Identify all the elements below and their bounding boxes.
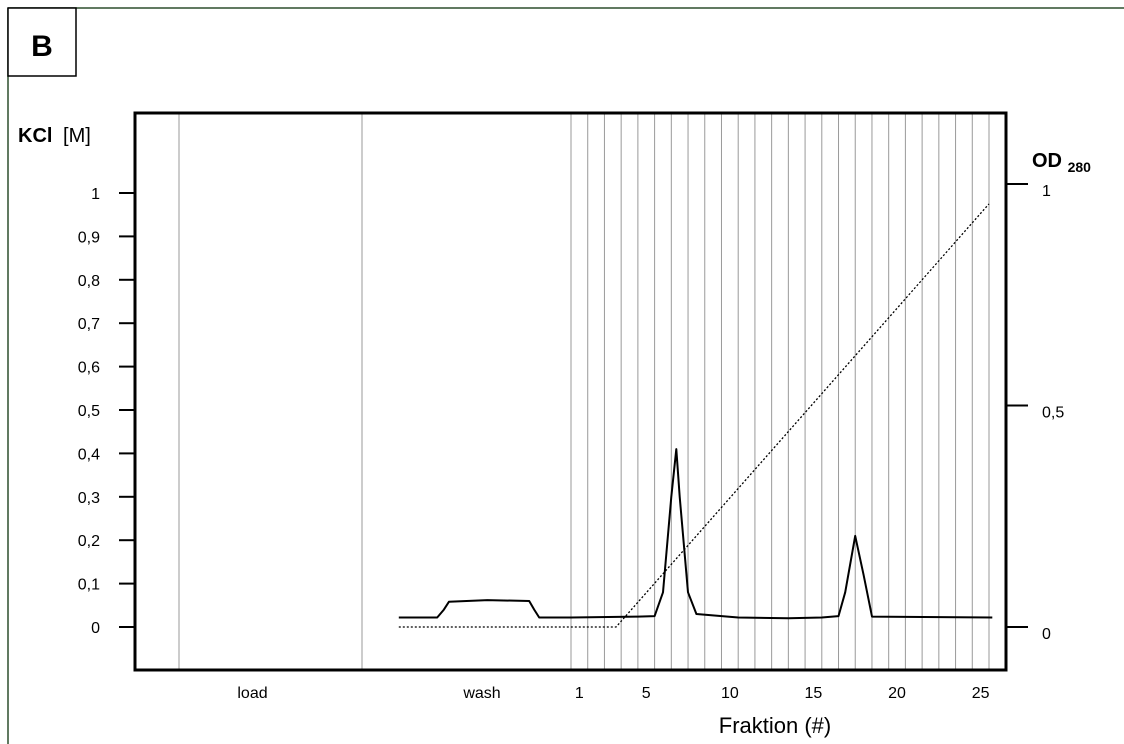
right-axis: 00,51 xyxy=(1006,183,1064,643)
panel-label: B xyxy=(31,30,53,63)
x-axis-label: Fraktion (#) xyxy=(719,713,831,738)
left-axis-label: KCl [M] xyxy=(18,125,91,147)
kcl-gradient-line xyxy=(398,203,990,628)
panel-label-box xyxy=(7,7,77,77)
fraction-grid xyxy=(178,113,990,670)
x-segment-label: load xyxy=(237,685,267,702)
left-axis-label-name: KCl xyxy=(18,125,52,147)
left-tick-label: 0,4 xyxy=(78,446,100,463)
x-tick-label: 25 xyxy=(972,685,990,702)
right-axis-label-main: OD xyxy=(1032,150,1062,172)
right-axis-label-sub: 280 xyxy=(1068,159,1092,175)
left-tick-label: 0,6 xyxy=(78,360,100,377)
right-tick-label: 0 xyxy=(1042,626,1051,643)
left-tick-label: 0,8 xyxy=(78,273,100,290)
series-group xyxy=(398,203,993,628)
left-axis-label-unit: [M] xyxy=(63,125,91,147)
od280-trace-line xyxy=(398,448,993,620)
left-axis: 0 0,1 0,2 0,3 0,4 0,5 0,6 0,7 0,8 0,9 1 xyxy=(78,186,135,637)
left-tick-label: 0,2 xyxy=(78,533,100,550)
left-tick-label: 0,7 xyxy=(78,316,100,333)
right-tick-label: 0,5 xyxy=(1042,405,1064,422)
x-segment-label: wash xyxy=(462,685,500,702)
x-tick-label: 15 xyxy=(805,685,823,702)
right-tick-label: 1 xyxy=(1042,183,1051,200)
x-tick-label: 1 xyxy=(575,685,584,702)
x-tick-label: 10 xyxy=(721,685,739,702)
left-tick-label: 0,3 xyxy=(78,490,100,507)
left-tick-label: 0,9 xyxy=(78,229,100,246)
x-axis: load wash 1 5 10 15 20 25 xyxy=(237,685,989,702)
x-tick-label: 5 xyxy=(642,685,651,702)
left-tick-label: 0 xyxy=(91,620,100,637)
right-axis-label: OD 280 xyxy=(1032,150,1091,175)
x-tick-label: 20 xyxy=(888,685,906,702)
left-tick-label: 1 xyxy=(91,186,100,203)
left-tick-label: 0,1 xyxy=(78,577,100,594)
plot-frame xyxy=(133,111,1008,672)
left-tick-label: 0,5 xyxy=(78,403,100,420)
